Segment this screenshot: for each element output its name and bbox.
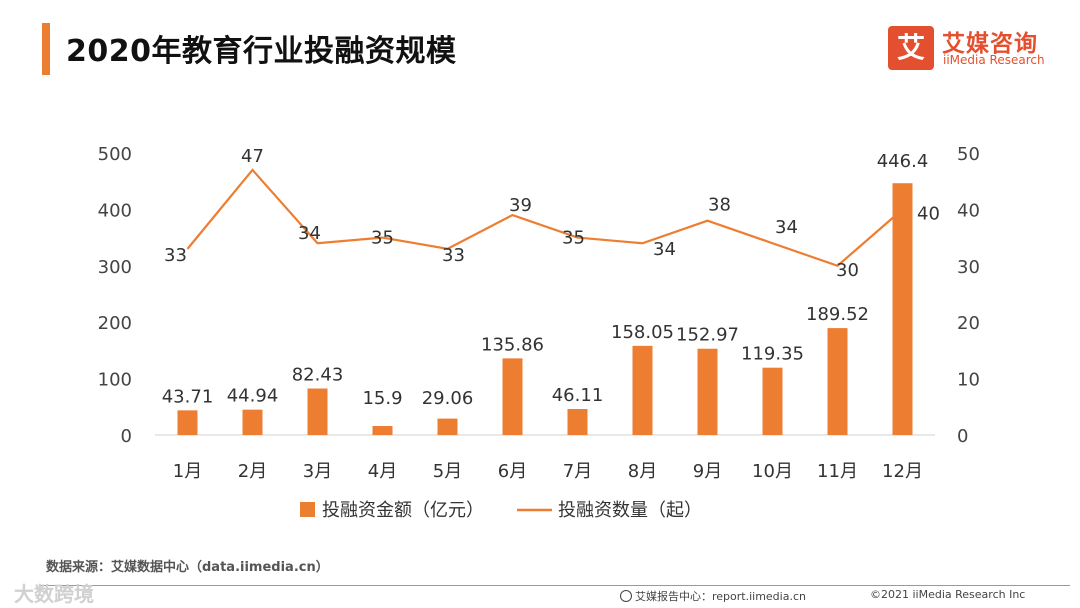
legend-line-label: 投融资数量（起）: [558, 500, 702, 521]
bar-data-label: 158.05: [611, 322, 674, 343]
logo-icon: 艾: [888, 26, 934, 70]
line-data-label: 33: [442, 245, 465, 266]
line-data-label: 40: [917, 203, 940, 224]
bar: [307, 388, 328, 435]
bar-data-label: 46.11: [552, 385, 604, 406]
bar-data-label: 29.06: [422, 388, 474, 409]
x-tick-label: 10月: [752, 461, 793, 482]
globe-icon: [620, 590, 632, 602]
bar-data-label: 152.97: [676, 325, 739, 346]
bar: [697, 348, 718, 435]
y-right-tick-label: 10: [957, 370, 980, 391]
bar: [242, 409, 263, 435]
x-tick-label: 2月: [238, 461, 267, 482]
bar: [502, 358, 523, 435]
logo-name-cn: 艾媒咨询: [942, 31, 1038, 57]
y-right-tick-label: 30: [957, 257, 980, 278]
bar: [372, 426, 393, 435]
y-left-tick-label: 300: [98, 257, 132, 278]
line-series: [186, 168, 904, 268]
bar: [567, 408, 588, 435]
bar: [437, 418, 458, 435]
bar-data-label: 82.43: [292, 365, 344, 386]
x-tick-label: 3月: [303, 461, 332, 482]
logo-name-en: iiMedia Research: [943, 53, 1045, 67]
bar-data-label: 189.52: [806, 304, 869, 325]
bar-data-label: 43.71: [162, 386, 214, 407]
y-left-tick-label: 500: [98, 144, 132, 165]
watermark-text: 大数跨境: [14, 582, 94, 606]
bar: [177, 410, 198, 435]
x-tick-label: 1月: [173, 461, 202, 482]
bar-data-label: 135.86: [481, 334, 544, 355]
x-tick-label: 12月: [882, 461, 923, 482]
line-data-label: 34: [298, 223, 321, 244]
bar-data-label: 15.9: [362, 388, 402, 409]
footer-copyright: ©2021 iiMedia Research Inc: [870, 588, 1026, 601]
legend-bar-swatch: [300, 502, 315, 517]
y-left-tick-label: 100: [98, 370, 132, 391]
y-right-tick-label: 20: [957, 313, 980, 334]
x-tick-label: 5月: [433, 461, 462, 482]
bar-data-label: 44.94: [227, 386, 279, 407]
line-data-label: 38: [708, 195, 731, 216]
x-tick-label: 9月: [693, 461, 722, 482]
bar: [762, 367, 783, 435]
bar-data-label: 119.35: [741, 344, 804, 365]
line-data-label: 35: [371, 228, 394, 249]
line-data-label: 39: [509, 195, 532, 216]
line-data-label: 35: [562, 228, 585, 249]
line-data-label: 33: [164, 245, 187, 266]
y-left-tick-label: 0: [121, 426, 132, 447]
y-left-tick-label: 400: [98, 200, 132, 221]
footer-divider: [40, 585, 1070, 586]
footer-report-center-text: 艾媒报告中心：report.iimedia.cn: [635, 590, 806, 603]
line-data-label: 47: [241, 146, 264, 167]
x-tick-label: 11月: [817, 461, 858, 482]
page-title: 2020年教育行业投融资规模: [66, 34, 457, 69]
x-tick-label: 6月: [498, 461, 527, 482]
y-right-tick-label: 0: [957, 426, 968, 447]
data-source: 数据来源：艾媒数据中心（data.iimedia.cn）: [46, 560, 329, 575]
bar: [892, 183, 913, 435]
legend-bar-label: 投融资金额（亿元）: [322, 500, 484, 521]
line-data-label: 30: [836, 260, 859, 281]
y-right-tick-label: 50: [957, 144, 980, 165]
x-tick-label: 8月: [628, 461, 657, 482]
line-data-label: 34: [775, 217, 798, 238]
y-right-tick-label: 40: [957, 200, 980, 221]
footer-report-center: 艾媒报告中心：report.iimedia.cn: [620, 588, 806, 604]
bar-data-label: 446.4: [877, 151, 929, 172]
title-accent-bar: [42, 23, 50, 75]
bar: [632, 345, 653, 435]
brand-logo: 艾 艾媒咨询 iiMedia Research: [888, 26, 1068, 72]
bar: [827, 328, 848, 435]
x-tick-label: 7月: [563, 461, 592, 482]
y-left-tick-label: 200: [98, 313, 132, 334]
line-data-label: 34: [653, 239, 676, 260]
x-tick-label: 4月: [368, 461, 397, 482]
